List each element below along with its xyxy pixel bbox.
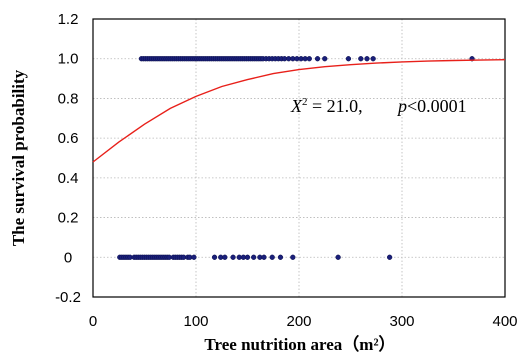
y-tick-label: 1.0 xyxy=(58,51,79,68)
y-tick-label: 0.6 xyxy=(58,130,79,147)
x-tick-labels: 0 100 200 300 400 xyxy=(89,313,518,330)
data-point xyxy=(277,254,284,260)
chi-value: = 21.0, xyxy=(308,96,363,116)
p-value-annotation: p<0.0001 xyxy=(396,96,467,116)
y-tick-label: 1.2 xyxy=(58,11,79,28)
data-point xyxy=(222,254,228,260)
data-point xyxy=(211,254,218,260)
p-label: p xyxy=(396,96,407,116)
data-point xyxy=(244,254,251,260)
chi-square-annotation: X2 = 21.0, xyxy=(290,96,363,116)
y-tick-labels: -0.2 0 0.2 0.4 0.6 0.8 1.0 1.2 xyxy=(55,11,81,306)
p-value: <0.0001 xyxy=(407,96,467,116)
data-point xyxy=(314,56,321,62)
data-point xyxy=(345,56,352,62)
chi-label: X xyxy=(290,96,303,116)
data-point xyxy=(306,56,312,62)
data-point xyxy=(191,254,197,260)
data-point xyxy=(261,254,267,260)
data-point xyxy=(251,254,257,260)
y-axis-title: The survival probability xyxy=(9,69,28,246)
x-tick-label: 200 xyxy=(286,313,311,330)
x-tick-label: 400 xyxy=(492,313,517,330)
chi-sup: 2 xyxy=(302,96,308,108)
data-point xyxy=(322,56,328,62)
x-tick-label: 300 xyxy=(389,313,414,330)
y-tick-label: 0.8 xyxy=(58,90,79,107)
y-tick-label: 0.4 xyxy=(58,170,79,187)
y-tick-label: 0.2 xyxy=(58,210,79,227)
data-point xyxy=(364,56,370,62)
data-point xyxy=(335,254,341,260)
x-axis-title: Tree nutrition area（m²） xyxy=(204,334,395,354)
data-points xyxy=(117,56,475,260)
data-point xyxy=(370,56,376,62)
x-tick-label: 0 xyxy=(89,313,97,330)
data-point xyxy=(386,254,393,260)
y-tick-label: 0 xyxy=(64,249,72,266)
logistic-curve xyxy=(92,59,506,163)
data-point xyxy=(269,254,275,260)
data-point xyxy=(358,56,364,62)
plot-frame xyxy=(92,18,506,298)
y-tick-label: -0.2 xyxy=(55,289,81,306)
x-tick-label: 100 xyxy=(183,313,208,330)
data-point xyxy=(230,254,236,260)
data-point xyxy=(290,254,296,260)
